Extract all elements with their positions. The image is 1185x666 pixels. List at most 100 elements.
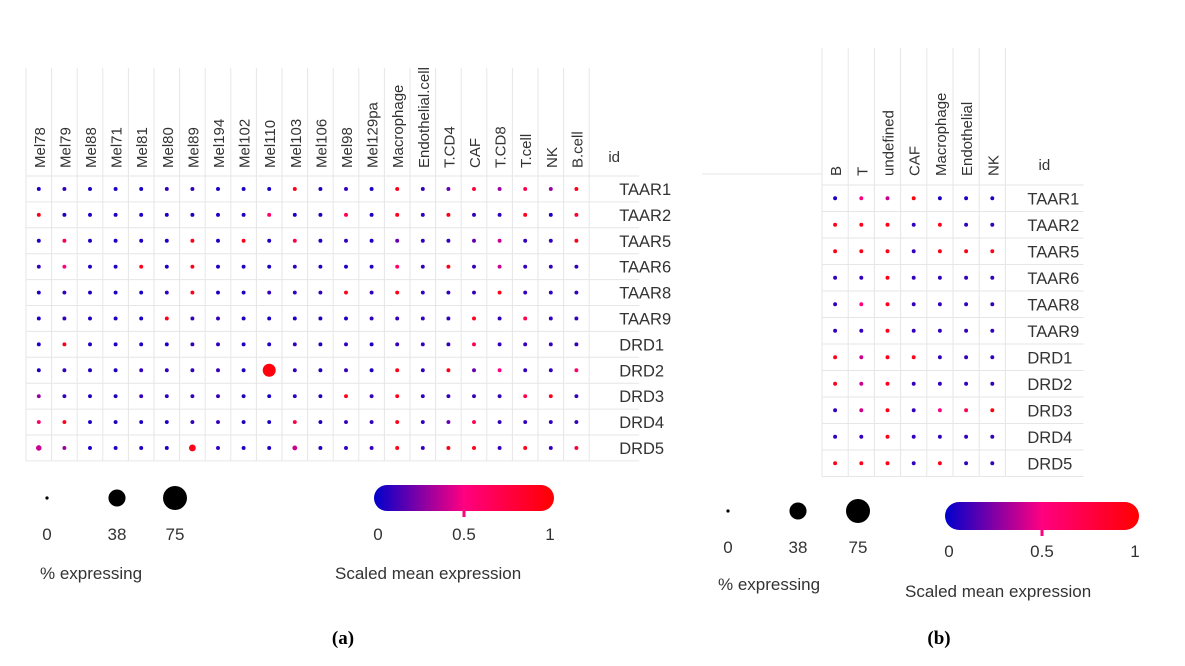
dot: [472, 238, 476, 243]
row-label: TAAR6: [619, 259, 671, 277]
row-label: DRD5: [1027, 455, 1072, 473]
dot: [885, 355, 890, 360]
row-label: TAAR8: [619, 285, 671, 303]
dot: [964, 302, 969, 307]
dot: [164, 368, 169, 373]
dot: [990, 461, 995, 466]
dot: [113, 212, 118, 217]
row-label: TAAR5: [1027, 243, 1079, 261]
dot: [36, 186, 41, 191]
dot: [88, 316, 92, 321]
dot: [937, 222, 942, 227]
dot: [318, 394, 323, 399]
dot: [190, 290, 195, 295]
dot: [859, 249, 864, 254]
dot: [833, 381, 838, 386]
dot: [88, 186, 92, 191]
dot: [164, 394, 169, 399]
dot: [497, 264, 502, 269]
dot: [548, 290, 553, 295]
dot: [446, 264, 451, 269]
dot: [62, 394, 67, 399]
dot: [292, 394, 297, 399]
dot: [523, 368, 528, 373]
column-label: NK: [544, 147, 561, 168]
dot: [497, 212, 502, 217]
dot: [139, 368, 144, 373]
dot: [36, 394, 41, 399]
column-label: Mel89: [185, 127, 202, 168]
dot: [190, 238, 195, 243]
dot: [267, 316, 272, 321]
dot: [885, 328, 890, 333]
row-label: TAAR9: [619, 310, 671, 328]
dot: [472, 290, 476, 295]
dot: [574, 238, 579, 243]
dot: [241, 238, 246, 243]
dot: [139, 445, 144, 450]
dot: [446, 394, 451, 399]
dot: [937, 355, 942, 360]
dot: [420, 445, 425, 450]
dot: [937, 302, 942, 307]
dot: [885, 275, 890, 280]
dot: [139, 290, 144, 295]
dot: [446, 445, 451, 450]
dot: [113, 238, 118, 243]
dot: [548, 264, 553, 269]
dot: [292, 290, 297, 295]
column-label: Mel103: [288, 119, 305, 168]
dot: [446, 238, 451, 243]
dot: [911, 461, 916, 466]
dot: [36, 264, 41, 269]
dot: [548, 394, 553, 399]
dot: [911, 302, 916, 307]
id-header: id: [608, 149, 620, 166]
dot: [911, 196, 916, 201]
dot: [420, 394, 425, 399]
row-label: TAAR5: [619, 233, 671, 251]
dot: [472, 186, 476, 191]
dot: [833, 355, 838, 360]
column-label: Mel79: [57, 127, 74, 168]
dot: [318, 316, 323, 321]
dot: [420, 316, 425, 321]
column-label: Endothelial.cell: [416, 67, 433, 168]
dot: [420, 264, 425, 269]
dot: [420, 290, 425, 295]
dot: [574, 368, 579, 373]
dot: [318, 342, 323, 347]
dot: [497, 445, 502, 450]
dot: [267, 342, 272, 347]
dot: [344, 316, 348, 321]
dot: [164, 290, 169, 295]
dot: [369, 264, 374, 269]
column-label: CAF: [467, 138, 484, 168]
dot: [262, 363, 276, 377]
size-legend-title: % expressing: [718, 575, 820, 594]
dot: [36, 342, 41, 347]
dot: [216, 186, 220, 191]
dot: [446, 316, 451, 321]
column-label: T: [854, 167, 871, 176]
size-legend-dot: [846, 499, 870, 523]
dot: [241, 264, 246, 269]
dot: [420, 368, 425, 373]
dot: [497, 342, 502, 347]
row-label: DRD5: [619, 440, 664, 458]
dot: [523, 316, 528, 321]
color-legend-tick: 0: [373, 525, 382, 544]
row-label: DRD4: [619, 414, 664, 432]
dot: [113, 394, 118, 399]
dot: [990, 302, 995, 307]
dot: [885, 222, 890, 227]
dot: [344, 342, 348, 347]
dot: [833, 249, 838, 254]
dot: [548, 342, 553, 347]
column-label: Mel106: [313, 119, 330, 168]
dot: [574, 420, 579, 425]
dot: [472, 368, 476, 373]
column-label: Macrophage: [390, 85, 407, 168]
dot: [267, 238, 272, 243]
dot: [548, 368, 553, 373]
